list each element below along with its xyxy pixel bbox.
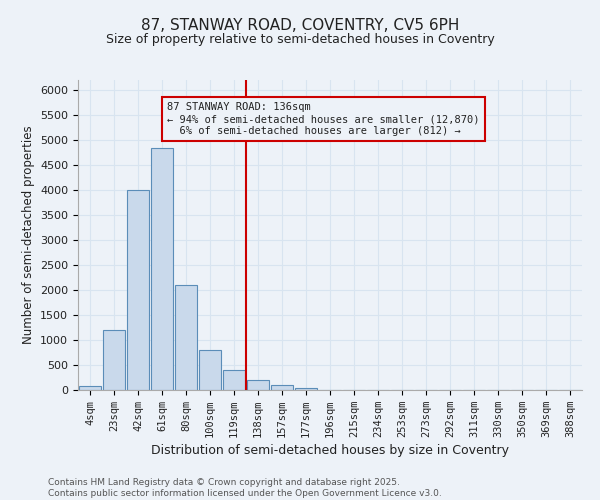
X-axis label: Distribution of semi-detached houses by size in Coventry: Distribution of semi-detached houses by … bbox=[151, 444, 509, 457]
Text: 87 STANWAY ROAD: 136sqm
← 94% of semi-detached houses are smaller (12,870)
  6% : 87 STANWAY ROAD: 136sqm ← 94% of semi-de… bbox=[167, 102, 479, 136]
Bar bbox=[295, 388, 317, 390]
Bar bbox=[127, 190, 149, 390]
Text: Size of property relative to semi-detached houses in Coventry: Size of property relative to semi-detach… bbox=[106, 32, 494, 46]
Bar bbox=[175, 285, 197, 390]
Bar bbox=[103, 330, 125, 390]
Text: 87, STANWAY ROAD, COVENTRY, CV5 6PH: 87, STANWAY ROAD, COVENTRY, CV5 6PH bbox=[141, 18, 459, 32]
Y-axis label: Number of semi-detached properties: Number of semi-detached properties bbox=[22, 126, 35, 344]
Bar bbox=[271, 385, 293, 390]
Bar bbox=[151, 148, 173, 390]
Bar bbox=[223, 370, 245, 390]
Text: Contains HM Land Registry data © Crown copyright and database right 2025.
Contai: Contains HM Land Registry data © Crown c… bbox=[48, 478, 442, 498]
Bar bbox=[79, 386, 101, 390]
Bar bbox=[247, 380, 269, 390]
Bar bbox=[199, 350, 221, 390]
